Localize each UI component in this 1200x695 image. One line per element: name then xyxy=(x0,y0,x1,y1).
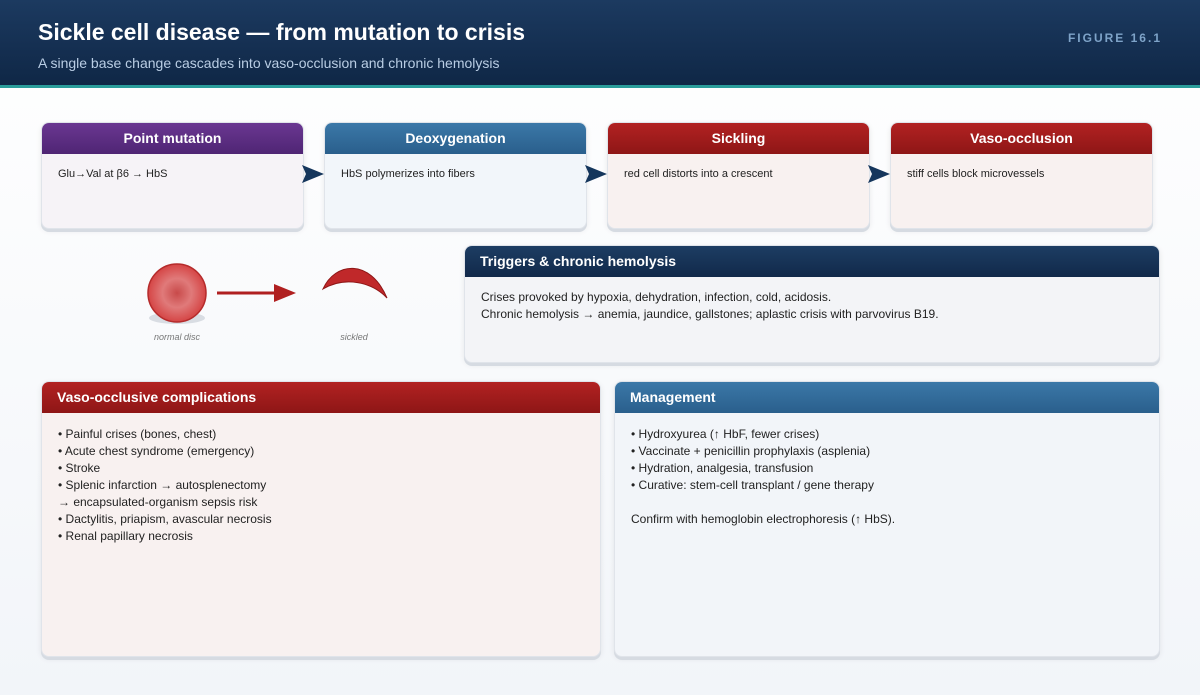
step-title: Sickling xyxy=(608,123,869,154)
list-item: • Hydroxyurea (↑ HbF, fewer crises) xyxy=(631,427,820,441)
step-text: HbS polymerizes into fibers xyxy=(341,168,475,180)
step-card: Point mutation Glu→Val at β6 → HbS xyxy=(41,122,304,229)
list-item: → encapsulated-organism sepsis risk xyxy=(58,495,258,509)
list-item: • Stroke xyxy=(58,461,101,475)
cell-arrow-head xyxy=(274,284,296,302)
list-item: • Hydration, analgesia, transfusion xyxy=(631,461,814,475)
panel-line: Chronic hemolysis → anemia, jaundice, ga… xyxy=(481,307,939,321)
normal-cell xyxy=(147,263,207,323)
title: Sickle cell disease — from mutation to c… xyxy=(38,19,526,45)
step-card: Sickling red cell distorts into a cresce… xyxy=(607,122,870,229)
step-text: Glu→Val at β6 → HbS xyxy=(58,168,168,180)
step-card: Vaso-occlusion stiff cells block microve… xyxy=(890,122,1153,229)
subtitle: A single base change cascades into vaso-… xyxy=(38,55,500,71)
step-title: Vaso-occlusion xyxy=(891,123,1152,154)
complications-panel: Vaso-occlusive complications • Painful c… xyxy=(41,381,601,657)
list-item: • Dactylitis, priapism, avascular necros… xyxy=(58,512,272,526)
cell-label: sickled xyxy=(340,332,368,342)
header xyxy=(0,0,1200,88)
cell-label: normal disc xyxy=(153,332,200,342)
list-item: • Acute chest syndrome (emergency) xyxy=(58,444,255,458)
sickled-cell xyxy=(321,267,388,299)
arrow xyxy=(585,165,607,183)
list-item: • Vaccinate + penicillin prophylaxis (as… xyxy=(631,444,871,458)
note: Confirm with hemoglobin electrophoresis … xyxy=(631,512,896,526)
management-panel: Management • Hydroxyurea (↑ HbF, fewer c… xyxy=(614,381,1160,657)
list-item: • Painful crises (bones, chest) xyxy=(58,427,217,441)
arrow xyxy=(868,165,890,183)
step-card: Deoxygenation HbS polymerizes into fiber… xyxy=(324,122,587,229)
panel-title: Triggers & chronic hemolysis xyxy=(465,246,1159,277)
arrow xyxy=(302,165,324,183)
step-title: Deoxygenation xyxy=(325,123,586,154)
cell-shadow xyxy=(149,312,205,324)
list-item: • Splenic infarction → autosplenectomy xyxy=(58,478,267,492)
figure-label: FIGURE 16.1 xyxy=(1067,31,1162,45)
step-text: stiff cells block microvessels xyxy=(907,168,1045,180)
triggers-panel: Triggers & chronic hemolysis Crises prov… xyxy=(464,245,1160,363)
step-text: red cell distorts into a crescent xyxy=(624,168,773,180)
panel-title: Vaso-occlusive complications xyxy=(42,382,600,413)
list-item: • Renal papillary necrosis xyxy=(58,529,193,543)
panel-line: Crises provoked by hypoxia, dehydration,… xyxy=(481,290,832,304)
panel-title: Management xyxy=(615,382,1159,413)
list-item: • Curative: stem-cell transplant / gene … xyxy=(631,478,874,492)
step-title: Point mutation xyxy=(42,123,303,154)
